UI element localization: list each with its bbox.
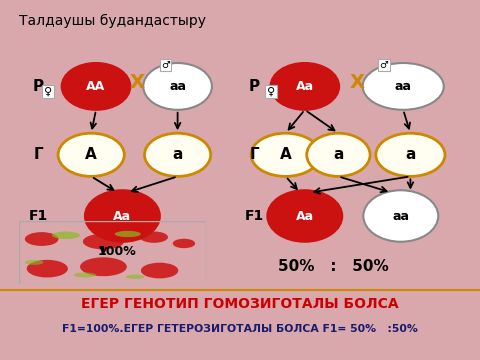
Ellipse shape (143, 63, 212, 110)
Text: P: P (249, 79, 260, 94)
Text: X: X (129, 73, 144, 92)
Text: Г: Г (34, 147, 43, 162)
Ellipse shape (61, 63, 130, 110)
Text: Aa: Aa (296, 210, 314, 222)
Ellipse shape (83, 234, 124, 249)
Ellipse shape (173, 239, 195, 248)
Ellipse shape (271, 63, 339, 110)
Text: ♀: ♀ (44, 87, 52, 97)
Text: F1: F1 (245, 209, 264, 223)
Text: F1: F1 (29, 209, 48, 223)
Text: ЕГЕР ГЕНОТИП ГОМОЗИГОТАЛЫ БОЛСА: ЕГЕР ГЕНОТИП ГОМОЗИГОТАЛЫ БОЛСА (81, 297, 399, 311)
Ellipse shape (251, 133, 320, 176)
Text: a: a (172, 147, 183, 162)
Ellipse shape (80, 257, 127, 276)
Ellipse shape (144, 133, 211, 176)
Text: aa: aa (169, 80, 186, 93)
Ellipse shape (52, 231, 80, 239)
Ellipse shape (58, 133, 124, 176)
Text: P: P (33, 79, 44, 94)
Text: Г: Г (250, 147, 259, 162)
Ellipse shape (267, 190, 342, 242)
Ellipse shape (363, 63, 444, 110)
Ellipse shape (363, 190, 438, 242)
Text: F1=100%.ЕГЕР ГЕТЕРОЗИГОТАЛЫ БОЛСА F1= 50%   :50%: F1=100%.ЕГЕР ГЕТЕРОЗИГОТАЛЫ БОЛСА F1= 50… (62, 324, 418, 334)
Text: 50%   :   50%: 50% : 50% (278, 259, 389, 274)
Text: ♂: ♂ (161, 60, 170, 70)
Text: ♂: ♂ (380, 60, 388, 70)
Text: AA: AA (86, 80, 106, 93)
Ellipse shape (126, 275, 144, 279)
Text: aa: aa (395, 80, 412, 93)
Ellipse shape (141, 263, 179, 278)
Ellipse shape (307, 133, 370, 176)
Ellipse shape (85, 190, 160, 242)
Text: 100%: 100% (97, 245, 136, 258)
Ellipse shape (376, 133, 445, 176)
Text: A: A (85, 147, 97, 162)
Text: a: a (405, 147, 416, 162)
Text: A: A (280, 147, 291, 162)
Ellipse shape (25, 232, 59, 246)
Ellipse shape (73, 273, 96, 278)
Text: Aa: Aa (113, 210, 132, 222)
Text: X: X (350, 73, 365, 92)
Text: Талдаушы будандастыру: Талдаушы будандастыру (19, 14, 206, 28)
Ellipse shape (25, 260, 44, 265)
Text: Aa: Aa (296, 80, 314, 93)
Text: aa: aa (392, 210, 409, 222)
Text: a: a (333, 147, 344, 162)
Text: ♀: ♀ (267, 87, 275, 97)
Ellipse shape (140, 231, 168, 243)
Ellipse shape (115, 231, 141, 237)
Ellipse shape (27, 260, 68, 278)
